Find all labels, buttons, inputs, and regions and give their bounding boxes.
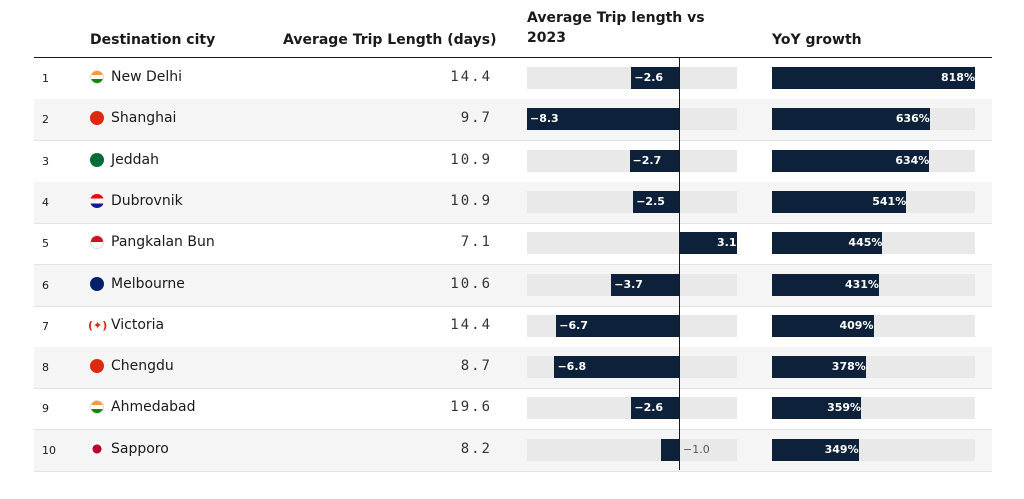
rank-number: 8 xyxy=(42,361,49,375)
vs-2023-bar xyxy=(633,190,679,213)
table-row: 9 Ahmedabad 19.6 −2.6 359% xyxy=(34,388,992,431)
table-row: 4 Dubrovnik 10.9 −2.5 541% xyxy=(34,181,992,224)
header-trip-length-vs-2023: Average Trip length vs 2023 xyxy=(527,10,705,46)
average-trip-length: 10.6 xyxy=(450,275,492,292)
vs-2023-bar xyxy=(611,273,679,296)
vs-2023-label: −2.6 xyxy=(634,401,664,415)
vs-2023-bar xyxy=(679,232,737,255)
yoy-growth-label: 818% xyxy=(941,71,975,84)
vs-2023-bar xyxy=(631,397,679,420)
vs-2023-label: −8.3 xyxy=(530,112,559,126)
city-name: Jeddah xyxy=(111,151,159,168)
yoy-growth-bar xyxy=(772,108,930,131)
rank-number: 7 xyxy=(42,319,49,333)
rank-number: 9 xyxy=(42,402,49,416)
yoy-growth-bar xyxy=(772,356,866,379)
rank-number: 10 xyxy=(42,443,56,457)
city-name: Melbourne xyxy=(111,275,185,292)
yoy-growth-bar xyxy=(772,232,883,255)
table-row: 7 (✦) Victoria 14.4 −6.7 409% xyxy=(34,306,992,348)
zero-line xyxy=(679,58,680,470)
header-rule xyxy=(34,57,992,58)
rank-number: 4 xyxy=(42,195,49,209)
yoy-growth-label: 409% xyxy=(839,318,874,332)
indonesia-flag-icon xyxy=(90,235,104,250)
vs-2023-label: −6.7 xyxy=(559,318,588,332)
average-trip-length: 10.9 xyxy=(450,192,492,209)
rank-number: 1 xyxy=(42,72,49,85)
average-trip-length: 14.4 xyxy=(450,316,492,333)
yoy-growth-label: 431% xyxy=(844,277,879,291)
header-yoy-growth: YoY growth xyxy=(772,32,862,48)
yoy-growth-bar xyxy=(772,438,859,461)
average-trip-length: 14.4 xyxy=(450,69,492,85)
average-trip-length: 9.7 xyxy=(460,110,492,127)
canada-flag-icon: (✦) xyxy=(88,318,108,332)
city-name: Sapporo xyxy=(111,440,169,457)
yoy-growth-bar xyxy=(772,67,975,89)
city-name: Dubrovnik xyxy=(111,192,183,209)
vs-2023-label: −1.0 xyxy=(683,442,710,456)
yoy-growth-label: 636% xyxy=(895,112,930,126)
saudi-flag-icon xyxy=(90,152,104,167)
header-destination-city: Destination city xyxy=(90,32,216,48)
vs-2023-bar xyxy=(556,314,679,337)
vs-2023-label: 3.1 xyxy=(717,236,737,250)
yoy-growth-bar xyxy=(772,149,930,172)
vs-2023-label: −2.6 xyxy=(634,71,664,84)
vs-2023-track xyxy=(527,438,737,461)
table-row: 6 Melbourne 10.6 −3.7 431% xyxy=(34,264,992,307)
yoy-growth-bar xyxy=(772,190,907,213)
city-name: New Delhi xyxy=(111,69,183,85)
vs-2023-label: −6.8 xyxy=(557,360,587,374)
yoy-growth-label: 445% xyxy=(848,236,883,250)
yoy-growth-label: 378% xyxy=(831,360,866,374)
india-flag-icon xyxy=(90,400,104,415)
vs-2023-label: −2.5 xyxy=(636,194,665,208)
vs-2023-bar xyxy=(527,108,679,131)
city-name: Chengdu xyxy=(111,358,174,375)
vs-2023-bar xyxy=(629,149,679,172)
vs-2023-bar xyxy=(554,356,679,379)
yoy-growth-bar xyxy=(772,314,874,337)
city-name: Pangkalan Bun xyxy=(111,234,215,251)
average-trip-length: 10.9 xyxy=(450,151,492,168)
city-name: Victoria xyxy=(111,316,165,333)
croatia-flag-icon xyxy=(90,193,104,208)
rank-number: 6 xyxy=(42,278,49,292)
yoy-growth-label: 634% xyxy=(895,153,930,167)
rank-number: 3 xyxy=(42,154,49,168)
average-trip-length: 7.1 xyxy=(460,234,492,251)
city-name: Ahmedabad xyxy=(111,399,196,416)
table-row: 5 Pangkalan Bun 7.1 3.1 445% xyxy=(34,223,992,266)
yoy-growth-label: 349% xyxy=(824,442,859,456)
city-name: Shanghai xyxy=(111,110,177,127)
table-row: 2 Shanghai 9.7 −8.3 636% xyxy=(34,99,992,142)
table-row: 8 Chengdu 8.7 −6.8 378% xyxy=(34,347,992,390)
average-trip-length: 8.7 xyxy=(460,358,492,375)
yoy-growth-label: 359% xyxy=(827,401,862,415)
header-average-trip-length: Average Trip Length (days) xyxy=(283,32,497,48)
vs-2023-label: −2.7 xyxy=(632,153,662,167)
average-trip-length: 8.2 xyxy=(460,440,492,457)
table-row: 10 Sapporo 8.2 −1.0 349% xyxy=(34,429,992,472)
yoy-growth-bar xyxy=(772,397,862,420)
rank-number: 2 xyxy=(42,113,49,127)
yoy-growth-label: 541% xyxy=(872,194,907,208)
china-flag-icon xyxy=(90,359,104,374)
yoy-growth-bar xyxy=(772,273,879,296)
japan-flag-icon xyxy=(90,441,104,456)
vs-2023-bar xyxy=(631,67,679,89)
china-flag-icon xyxy=(90,111,104,126)
india-flag-icon xyxy=(90,70,104,84)
vs-2023-bar xyxy=(660,438,679,461)
average-trip-length: 19.6 xyxy=(450,399,492,416)
australia-flag-icon xyxy=(90,276,104,291)
table-row: 3 Jeddah 10.9 −2.7 634% xyxy=(34,141,992,183)
vs-2023-label: −3.7 xyxy=(614,277,643,291)
table-row: 1 New Delhi 14.4 −2.6 818% xyxy=(34,58,992,100)
vs-2023-track xyxy=(527,190,737,213)
rank-number: 5 xyxy=(42,237,49,251)
